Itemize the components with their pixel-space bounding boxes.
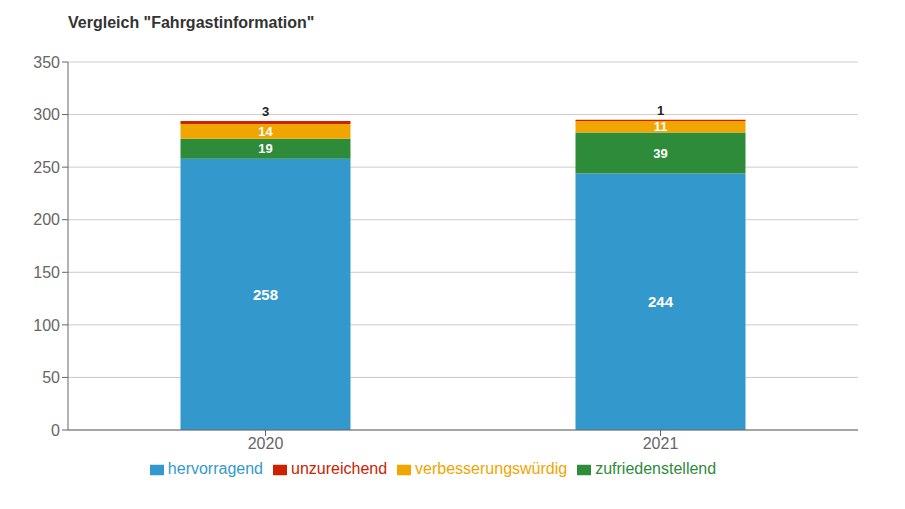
svg-text:150: 150 — [33, 264, 60, 281]
svg-text:200: 200 — [33, 211, 60, 228]
svg-text:39: 39 — [653, 146, 667, 161]
html-text:unzureichend: unzureichend — [291, 460, 388, 477]
svg-text:50: 50 — [42, 369, 60, 386]
svg-text:244: 244 — [648, 293, 674, 310]
svg-text:3: 3 — [262, 104, 269, 119]
svg-text:350: 350 — [33, 54, 60, 71]
html-text:hervorragend: hervorragend — [167, 460, 263, 477]
svg-text:100: 100 — [33, 317, 60, 334]
svg-text:250: 250 — [33, 159, 60, 176]
html-text:Vergleich "Fahrgastinformation: Vergleich "Fahrgastinformation" — [68, 14, 315, 31]
svg-text:2020: 2020 — [248, 435, 284, 452]
svg-text:2021: 2021 — [643, 435, 679, 452]
svg-text:14: 14 — [258, 124, 273, 139]
svg-text:0: 0 — [51, 422, 60, 439]
svg-text:1: 1 — [657, 103, 664, 118]
html-text:verbesserungswürdig: verbesserungswürdig — [415, 460, 568, 477]
svg-text:300: 300 — [33, 106, 60, 123]
svg-text:19: 19 — [258, 141, 272, 156]
html-text:zufriedenstellend: zufriedenstellend — [595, 460, 717, 477]
svg-text:258: 258 — [253, 286, 278, 303]
svg-text:11: 11 — [654, 119, 668, 134]
